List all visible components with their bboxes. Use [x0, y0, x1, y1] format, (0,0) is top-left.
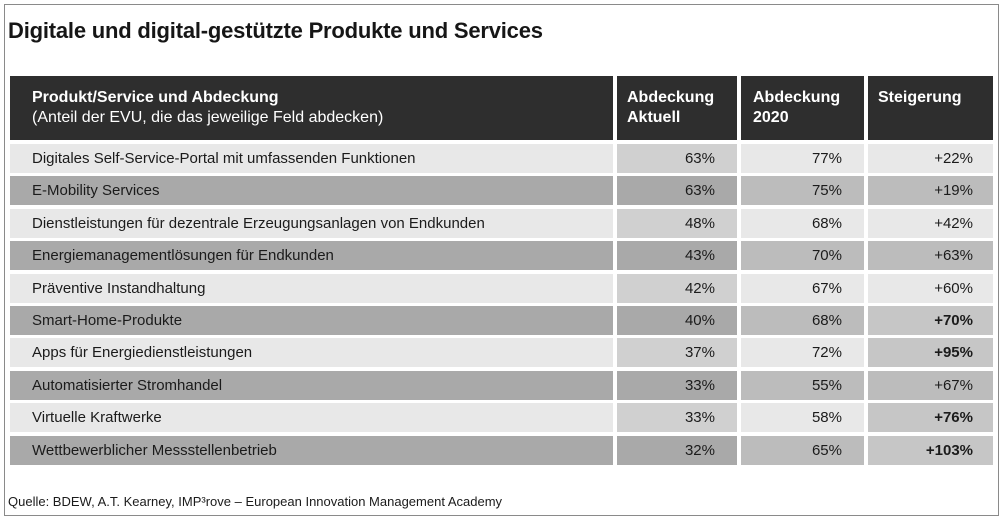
cell-2020: 65%: [741, 436, 864, 465]
cell-product: Digitales Self-Service-Portal mit umfass…: [10, 144, 613, 173]
cell-2020: 68%: [741, 306, 864, 335]
cell-product: Wettbewerblicher Messstellenbetrieb: [10, 436, 613, 465]
cell-steigerung: +63%: [868, 241, 993, 270]
table-row: Apps für Energiedienstleistungen 37% 72% +9…: [0, 338, 1005, 367]
cell-steigerung: +95%: [868, 338, 993, 367]
table-row: Virtuelle Kraftwerke 33% 58% +76%: [0, 403, 1005, 432]
table-row: Präventive Instandhaltung 42% 67% +60%: [0, 274, 1005, 303]
cell-steigerung: +76%: [868, 403, 993, 432]
cell-product: Energiemanagementlösungen für Endkunden: [10, 241, 613, 270]
header-product-line2: (Anteil der EVU, die das jeweilige Feld …: [32, 109, 384, 126]
cell-steigerung: +70%: [868, 306, 993, 335]
cell-aktuell: 33%: [617, 403, 737, 432]
table-row: Energiemanagementlösungen für Endkunden 4…: [0, 241, 1005, 270]
header-product-line1: Produkt/Service und Abdeckung: [32, 89, 279, 106]
cell-steigerung: +103%: [868, 436, 993, 465]
cell-2020: 67%: [741, 274, 864, 303]
table-row: Digitales Self-Service-Portal mit umfass…: [0, 144, 1005, 173]
header-product: Produkt/Service und Abdeckung (Anteil de…: [10, 76, 613, 140]
cell-aktuell: 32%: [617, 436, 737, 465]
cell-aktuell: 33%: [617, 371, 737, 400]
source-note: Quelle: BDEW, A.T. Kearney, IMP³rove – E…: [8, 494, 503, 509]
cell-2020: 75%: [741, 176, 864, 205]
table-title: Digitale und digital-gestützte Produkte …: [8, 18, 543, 43]
cell-aktuell: 63%: [617, 176, 737, 205]
header-2020: Abdeckung 2020: [741, 76, 864, 140]
header-aktuell-line1: Abdeckung: [627, 89, 715, 106]
table-row: Smart-Home-Produkte 40% 68% +70%: [0, 306, 1005, 335]
cell-steigerung: +19%: [868, 176, 993, 205]
cell-product: Apps für Energiedienstleistungen: [10, 338, 613, 367]
cell-aktuell: 63%: [617, 144, 737, 173]
cell-2020: 77%: [741, 144, 864, 173]
table-row: Wettbewerblicher Messstellenbetrieb 32% 65…: [0, 436, 1005, 465]
cell-product: E-Mobility Services: [10, 176, 613, 205]
table-row: Automatisierter Stromhandel 33% 55% +67%: [0, 371, 1005, 400]
cell-aktuell: 40%: [617, 306, 737, 335]
cell-product: Smart-Home-Produkte: [10, 306, 613, 335]
cell-product: Virtuelle Kraftwerke: [10, 403, 613, 432]
table-row: Dienstleistungen für dezentrale Erzeugun…: [0, 209, 1005, 238]
cell-2020: 70%: [741, 241, 864, 270]
cell-2020: 58%: [741, 403, 864, 432]
cell-product: Automatisierter Stromhandel: [10, 371, 613, 400]
cell-aktuell: 48%: [617, 209, 737, 238]
table-row: E-Mobility Services 63% 75% +19%: [0, 176, 1005, 205]
header-2020-line1: Abdeckung: [753, 89, 841, 106]
cell-steigerung: +22%: [868, 144, 993, 173]
cell-product: Präventive Instandhaltung: [10, 274, 613, 303]
cell-2020: 55%: [741, 371, 864, 400]
figure-frame: [4, 4, 999, 516]
header-aktuell-line2: Aktuell: [627, 109, 681, 126]
header-steigerung-line1: Steigerung: [878, 89, 962, 106]
header-aktuell: Abdeckung Aktuell: [617, 76, 737, 140]
cell-2020: 72%: [741, 338, 864, 367]
cell-2020: 68%: [741, 209, 864, 238]
cell-aktuell: 43%: [617, 241, 737, 270]
cell-steigerung: +42%: [868, 209, 993, 238]
cell-aktuell: 37%: [617, 338, 737, 367]
header-2020-line2: 2020: [753, 109, 789, 126]
cell-product: Dienstleistungen für dezentrale Erzeugun…: [10, 209, 613, 238]
cell-aktuell: 42%: [617, 274, 737, 303]
cell-steigerung: +67%: [868, 371, 993, 400]
header-steigerung: Steigerung: [868, 76, 993, 140]
cell-steigerung: +60%: [868, 274, 993, 303]
